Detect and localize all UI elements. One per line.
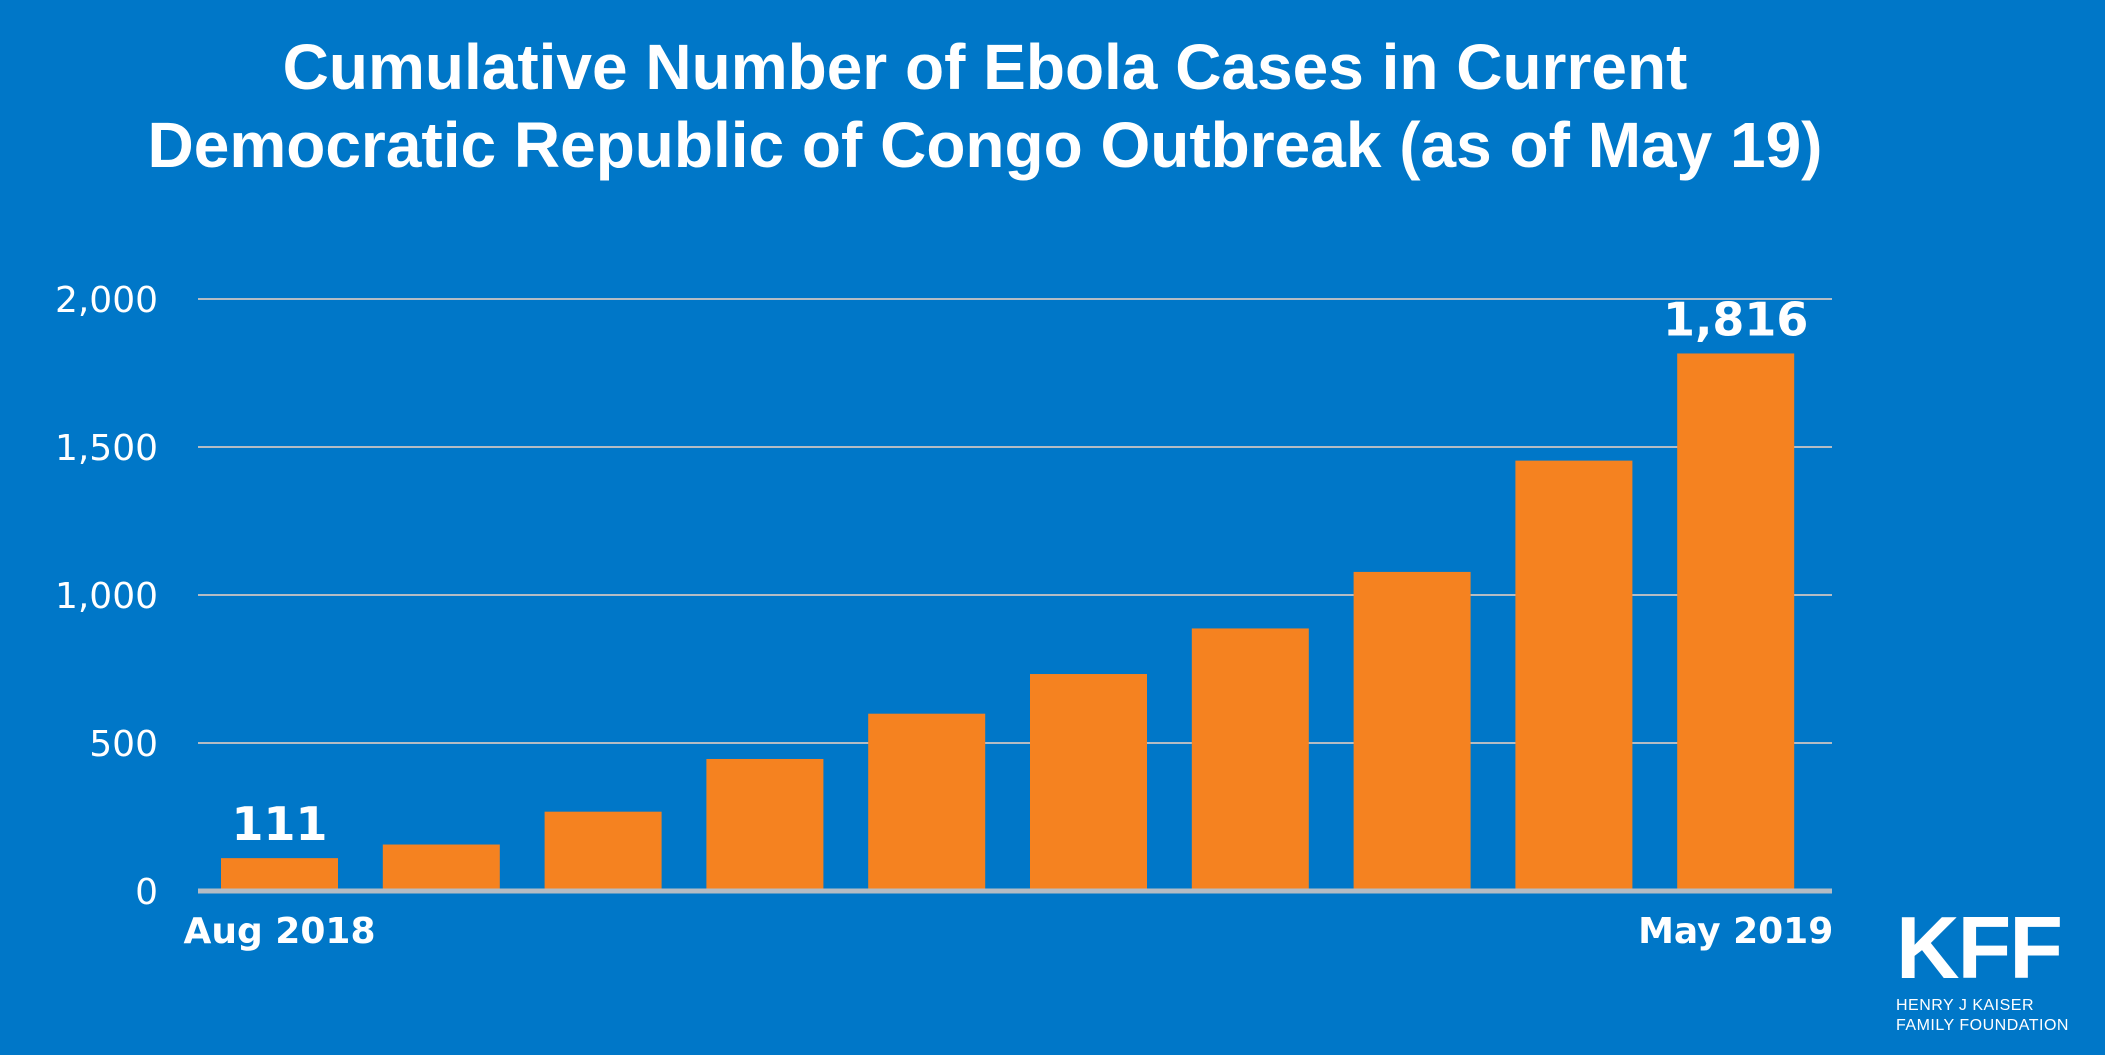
data-label: 1,816 [1663, 292, 1809, 346]
y-tick-label: 0 [135, 872, 158, 913]
bar [1677, 353, 1795, 891]
bar [1353, 571, 1471, 891]
bar [1030, 674, 1147, 891]
x-tick-label: Aug 2018 [184, 911, 376, 952]
logo-mark: KFF [1896, 898, 2063, 997]
bar [1515, 460, 1633, 891]
chart-title: Cumulative Number of Ebola Cases in Curr… [0, 28, 2105, 184]
logo-line-1: HENRY J KAISER [1896, 997, 2035, 1014]
bar [706, 758, 824, 891]
bar [544, 811, 662, 891]
logo-line-2: FAMILY FOUNDATION [1896, 1017, 2069, 1034]
y-tick-label: 2,000 [55, 280, 158, 321]
y-tick-label: 1,500 [55, 428, 158, 469]
kff-logo: KFF HENRY J KAISER FAMILY FOUNDATION [1896, 900, 2086, 1036]
bar [868, 713, 986, 891]
bar [221, 858, 338, 891]
y-tick-label: 1,000 [55, 576, 158, 617]
data-label: 111 [231, 797, 327, 851]
bar [1191, 628, 1309, 891]
bar [382, 844, 500, 891]
y-tick-label: 500 [89, 724, 158, 765]
x-tick-label: May 2019 [1638, 911, 1833, 952]
chart-title-line-2: Democratic Republic of Congo Outbreak (a… [147, 109, 1823, 181]
chart-title-line-1: Cumulative Number of Ebola Cases in Curr… [282, 31, 1688, 103]
